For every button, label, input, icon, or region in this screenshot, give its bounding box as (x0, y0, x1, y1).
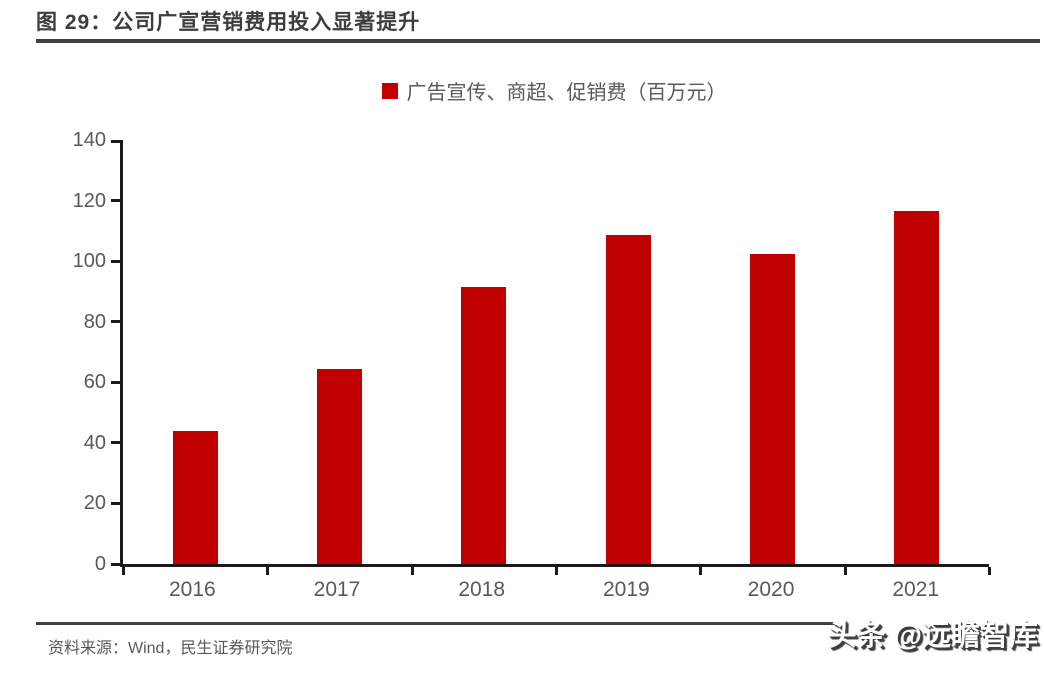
chart-legend: 广告宣传、商超、促销费（百万元） (120, 76, 988, 105)
x-axis-labels: 2016 2017 2018 2019 2020 2021 (120, 578, 988, 602)
bar-2016 (172, 430, 218, 564)
y-axis-tick (111, 441, 120, 445)
x-axis-tick-label: 2017 (313, 578, 361, 601)
x-axis-tick (555, 567, 558, 575)
y-axis-tick (111, 320, 120, 324)
x-axis-tick (410, 567, 414, 575)
figure-title: 图 29：公司广宣营销费用投入显著提升 (36, 11, 421, 34)
x-axis-tick-label: 2019 (602, 578, 650, 601)
y-axis-tick-label: 60 (83, 371, 106, 394)
source-text: 资料来源：Wind，民生证券研究院 (48, 640, 293, 657)
y-axis-tick (111, 501, 120, 505)
watermark: 头条 @远瞻智库 (827, 620, 1038, 652)
y-axis-tick-label: 0 (94, 553, 106, 575)
x-axis-tick-label: 2018 (458, 578, 506, 601)
bar-chart-plot-area (111, 140, 991, 575)
bar-2019 (605, 235, 651, 564)
bar-cell (556, 140, 700, 564)
x-axis-tick (122, 567, 125, 575)
legend-label: 广告宣传、商超、促销费（百万元） (406, 82, 727, 104)
bar-2020 (749, 253, 795, 564)
y-axis-tick (111, 140, 120, 143)
y-axis-tick-label: 140 (72, 129, 106, 151)
bar-2017 (316, 368, 362, 564)
y-axis-tick (111, 380, 120, 384)
bar-2018 (461, 286, 507, 564)
y-axis-tick (111, 259, 120, 263)
x-axis-tick-label: 2016 (168, 578, 216, 601)
y-axis-tick-label: 100 (72, 250, 106, 273)
y-axis-tick (111, 199, 120, 203)
x-axis-tick (266, 567, 270, 575)
source-divider (36, 622, 836, 625)
x-axis-tick (699, 567, 703, 575)
title-underline (36, 39, 1040, 43)
bar-cell (267, 140, 411, 564)
y-axis-tick (111, 562, 120, 566)
x-axis-tick-label: 2020 (747, 578, 795, 601)
x-axis-tick-label: 2021 (892, 578, 940, 601)
bar-cell (845, 140, 989, 564)
y-axis-tick-label: 40 (83, 431, 106, 454)
y-axis-tick-label: 80 (83, 310, 106, 333)
legend-swatch-icon (381, 82, 398, 99)
bar-2021 (894, 211, 940, 564)
bar-cell (700, 140, 844, 564)
bar-cell (123, 140, 267, 564)
bar-series (123, 140, 989, 564)
y-axis-tick-label: 20 (83, 492, 106, 515)
x-axis-tick (843, 567, 847, 575)
x-axis-tick (988, 567, 991, 575)
y-axis-tick-label: 120 (72, 189, 106, 212)
bar-cell (412, 140, 556, 564)
y-axis-labels: 0 20 40 60 80 100 120 140 (0, 129, 106, 575)
